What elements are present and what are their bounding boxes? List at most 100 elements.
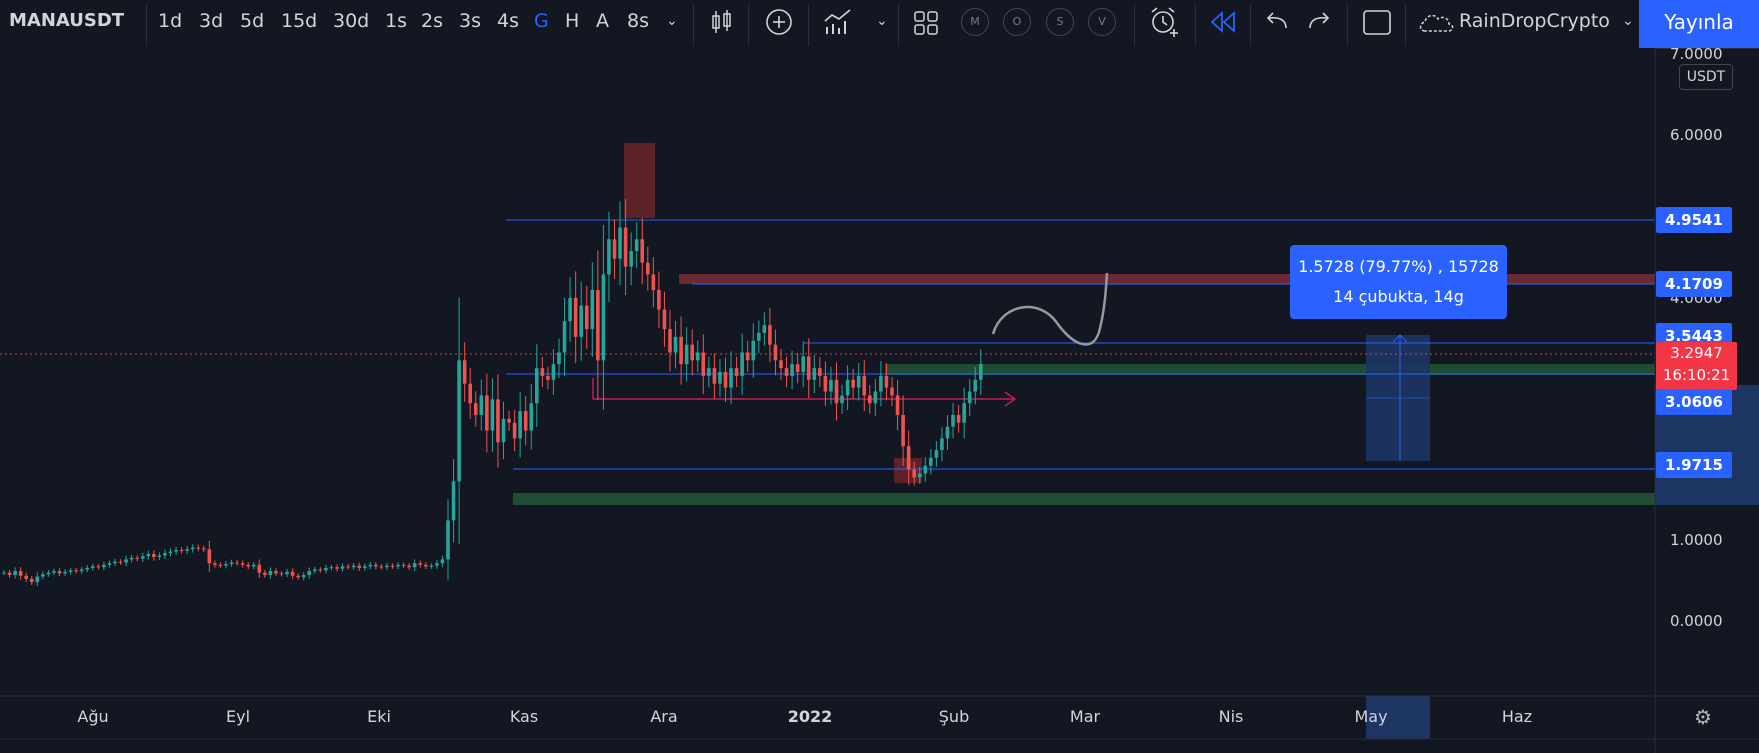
interval-3s[interactable]: 3s [459, 10, 481, 32]
interval-a[interactable]: A [596, 10, 609, 32]
candle-body [773, 344, 778, 361]
time-tick: Eyl [225, 707, 251, 726]
candle-body [912, 469, 916, 478]
candle-body [551, 364, 556, 380]
candle-body [429, 565, 434, 567]
circle-button-o[interactable]: O [1003, 8, 1031, 36]
candle-body [196, 547, 201, 549]
chart-canvas[interactable] [0, 48, 1759, 753]
candle-body [929, 457, 933, 466]
candle-body [518, 411, 522, 439]
candle-body [274, 571, 278, 574]
candle-body [218, 564, 223, 566]
candles-icon[interactable] [709, 8, 735, 36]
interval-4s[interactable]: 4s [497, 10, 519, 32]
interval-3d[interactable]: 3d [199, 10, 224, 32]
candle-body [673, 336, 678, 353]
top-toolbar: MANAUSDT 1d 3d 5d 15d 30d 1s 2s 3s 4s G … [0, 0, 1759, 49]
circle-button-m[interactable]: M [961, 8, 989, 36]
interval-30d[interactable]: 30d [333, 10, 370, 32]
price-level-label[interactable]: 1.9715 [1656, 452, 1732, 478]
candle-body [7, 572, 12, 575]
candle-body [901, 414, 905, 447]
candle-body [79, 569, 84, 572]
candle-body [385, 565, 389, 568]
candle-body [374, 564, 378, 567]
replay-rewind-icon[interactable] [1209, 11, 1237, 33]
candle-body [973, 379, 978, 392]
current-price-badge[interactable]: 3.2947 16:10:21 [1656, 342, 1737, 390]
candle-body [396, 564, 400, 567]
fullscreen-icon[interactable] [1362, 9, 1392, 37]
candle-body [224, 564, 228, 566]
candle-body [934, 450, 939, 458]
price-tick: 0.0000 [1670, 612, 1723, 630]
time-tick: Kas [509, 707, 539, 726]
candle-body [102, 564, 106, 568]
candle-body [451, 481, 456, 521]
candle-body [468, 383, 472, 404]
target-arrow-head [1004, 391, 1017, 407]
candle-body [446, 520, 450, 560]
candle-body [351, 565, 356, 568]
candle-body [856, 375, 861, 388]
cloud-icon[interactable] [1417, 9, 1455, 35]
candle-body [379, 566, 384, 568]
candle-body [52, 571, 56, 573]
add-indicator-icon[interactable] [764, 7, 794, 37]
chevron-down-icon[interactable]: ⌄ [666, 13, 678, 29]
candle-body [523, 411, 528, 431]
interval-2s[interactable]: 2s [421, 10, 443, 32]
chevron-down-icon[interactable]: ⌄ [876, 13, 888, 29]
candle-body [618, 227, 622, 259]
layout-grid-icon[interactable] [912, 9, 940, 37]
candle-body [879, 375, 883, 392]
interval-8s[interactable]: 8s [627, 10, 649, 32]
candle-body [873, 391, 878, 404]
candle-body [496, 399, 500, 443]
price-level-label[interactable]: 4.1709 [1656, 271, 1732, 297]
price-tick: 7.0000 [1670, 45, 1723, 63]
interval-15d[interactable]: 15d [281, 10, 318, 32]
current-price-value: 3.2947 [1670, 344, 1723, 362]
candle-body [906, 446, 911, 470]
time-tick: Eki [367, 707, 391, 726]
price-level-label[interactable]: 3.0606 [1656, 389, 1732, 415]
candle-body [962, 403, 966, 423]
candle-body [640, 239, 645, 263]
interval-h[interactable]: H [565, 10, 580, 32]
indicators-icon[interactable] [822, 7, 854, 37]
publish-button[interactable]: Yayınla [1639, 0, 1759, 48]
circle-button-v[interactable]: V [1088, 8, 1116, 36]
currency-label[interactable]: USDT [1679, 64, 1733, 90]
symbol-name[interactable]: MANAUSDT [9, 10, 125, 31]
undo-icon[interactable] [1264, 10, 1290, 32]
candle-body [202, 548, 206, 550]
redo-icon[interactable] [1306, 10, 1332, 32]
candle-body [235, 562, 239, 564]
price-level-label[interactable]: 4.9541 [1656, 207, 1732, 233]
layout-name[interactable]: RainDropCrypto [1459, 10, 1610, 32]
candle-body [251, 564, 256, 567]
circle-button-s[interactable]: S [1046, 8, 1074, 36]
candle-body [324, 567, 328, 571]
interval-1d[interactable]: 1d [158, 10, 183, 32]
interval-1s[interactable]: 1s [385, 10, 407, 32]
candle-body [490, 399, 495, 431]
interval-5d[interactable]: 5d [240, 10, 265, 32]
candle-body [13, 571, 17, 575]
alarm-clock-icon[interactable] [1148, 6, 1180, 38]
candle-body [91, 566, 95, 568]
candle-body [135, 557, 139, 559]
candle-body [690, 344, 694, 361]
candle-body [562, 321, 567, 353]
candle-body [729, 368, 733, 388]
settings-gear-icon[interactable]: ⚙ [1694, 705, 1712, 729]
candle-body [390, 565, 395, 567]
candle-body [301, 574, 306, 578]
candle-body [507, 418, 511, 423]
interval-g[interactable]: G [534, 10, 549, 32]
candle-body [723, 372, 728, 388]
candle-body [313, 569, 317, 572]
chevron-down-icon[interactable]: ⌄ [1622, 13, 1634, 29]
